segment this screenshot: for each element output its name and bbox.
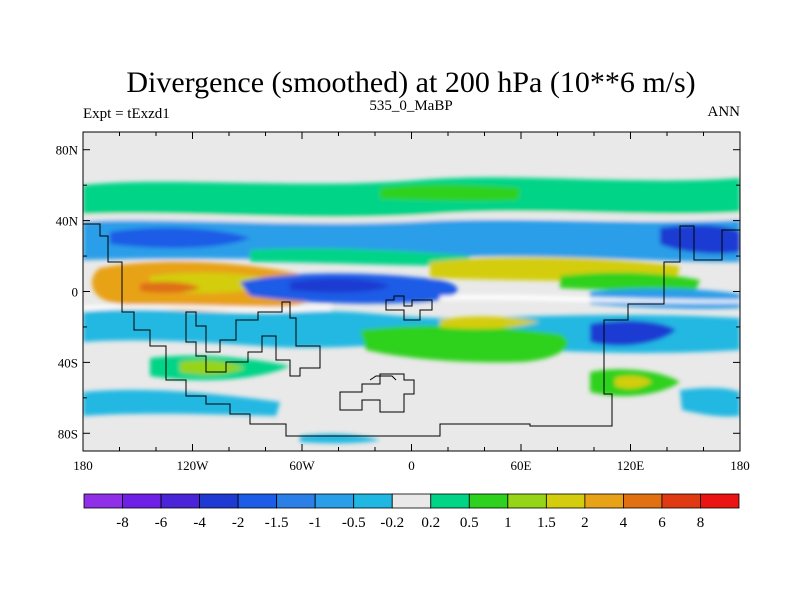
colorbar-label: -0.2: [380, 515, 404, 531]
colorbar-swatch: [276, 493, 316, 509]
colorbar-label: 0.5: [460, 515, 479, 531]
colorbar-label: -0.5: [342, 515, 366, 531]
colorbar-swatch: [623, 493, 663, 509]
contour-south-yellowgreen-west: [180, 360, 245, 375]
colorbar-swatch: [584, 493, 624, 509]
colorbar-label: 4: [620, 515, 628, 531]
contour-southern-ocean-blue: [83, 389, 280, 416]
colorbar-label: -8: [116, 515, 129, 531]
contour-north-blue-core-west: [110, 227, 250, 248]
y-tick-label: 0: [72, 285, 79, 300]
colorbar-swatch: [83, 493, 123, 509]
colorbar-swatch: [391, 493, 432, 509]
contour-south-yellow-east: [615, 375, 652, 389]
colorbar-swatch: [160, 493, 200, 509]
y-tick-label: 80S: [58, 426, 78, 441]
colorbar-label: -1: [309, 515, 322, 531]
x-tick-label: 60W: [289, 458, 315, 473]
contour-south-deepblue: [590, 320, 676, 346]
contour-field: [83, 177, 740, 444]
colorbar: -8 -6 -4 -2 -1.5 -1 -0.5 -0.2 0.2 0.5 1 1.5 2 4 6 8: [83, 493, 740, 531]
contour-equatorial-negative-core: [290, 278, 390, 293]
colorbar-label: 1.5: [537, 515, 556, 531]
coastline-southern-island: [339, 373, 415, 413]
contour-gap-north: [83, 213, 740, 224]
colorbar-label: 0.2: [421, 515, 440, 531]
chart-title: Divergence (smoothed) at 200 hPa (10**6 …: [126, 66, 695, 99]
colorbar-label: 1: [504, 515, 512, 531]
experiment-label: Expt = tExzd1: [83, 106, 170, 122]
x-axis: 180 120W 60W 0 60E 120E 180: [73, 132, 750, 473]
coastline-small-arc: [369, 375, 397, 381]
contour-southern-ocean-blue-east: [680, 387, 740, 417]
x-tick-label: 0: [408, 458, 415, 473]
contour-north-lightgreen: [380, 184, 520, 201]
run-label: 535_0_MaBP: [369, 98, 452, 114]
x-tick-label: 120W: [177, 458, 210, 473]
colorbar-swatch: [237, 493, 278, 509]
colorbar-swatch: [661, 493, 701, 509]
colorbar-swatch: [507, 493, 547, 509]
y-tick-label: 40N: [56, 214, 79, 229]
x-tick-label: 120E: [617, 458, 645, 473]
contour-north-blue-band: [83, 219, 740, 262]
coastline-equatorial-island: [385, 295, 433, 321]
colorbar-swatch: [314, 493, 355, 509]
colorbar-swatch: [545, 493, 586, 509]
map-panel: [83, 132, 740, 451]
colorbar-label: -1.5: [265, 515, 289, 531]
colorbar-swatch: [353, 493, 393, 509]
colorbar-swatch: [700, 493, 740, 509]
colorbar-label: 8: [697, 515, 705, 531]
contour-maritime-green: [560, 272, 700, 291]
colorbar-label: -6: [155, 515, 168, 531]
contour-gap-equator: [440, 294, 740, 304]
colorbar-swatch: [122, 493, 162, 509]
y-axis: 80N 40N 0 40S 80S: [56, 143, 740, 441]
contour-south-yellow: [440, 316, 540, 329]
season-label: ANN: [708, 104, 741, 120]
coastline-central-block: [185, 301, 321, 377]
x-tick-label: 60E: [511, 458, 532, 473]
colorbar-label: -2: [232, 515, 245, 531]
colorbar-swatch: [430, 493, 470, 509]
coastline-west-continent: [83, 223, 740, 437]
coastlines: [83, 223, 740, 437]
y-tick-label: 40S: [58, 355, 78, 370]
contour-north-green-mid: [250, 248, 470, 266]
x-tick-label: 180: [730, 458, 750, 473]
contour-south-green-band: [360, 325, 568, 363]
contour-equatorial-red: [140, 281, 200, 293]
colorbar-label: 6: [658, 515, 666, 531]
colorbar-label: 2: [581, 515, 589, 531]
contour-gap-south: [83, 304, 330, 312]
y-tick-label: 80N: [56, 143, 79, 158]
x-tick-label: 180: [73, 458, 93, 473]
colorbar-swatch: [199, 493, 239, 509]
colorbar-label: -4: [193, 515, 206, 531]
colorbar-swatch: [468, 493, 509, 509]
